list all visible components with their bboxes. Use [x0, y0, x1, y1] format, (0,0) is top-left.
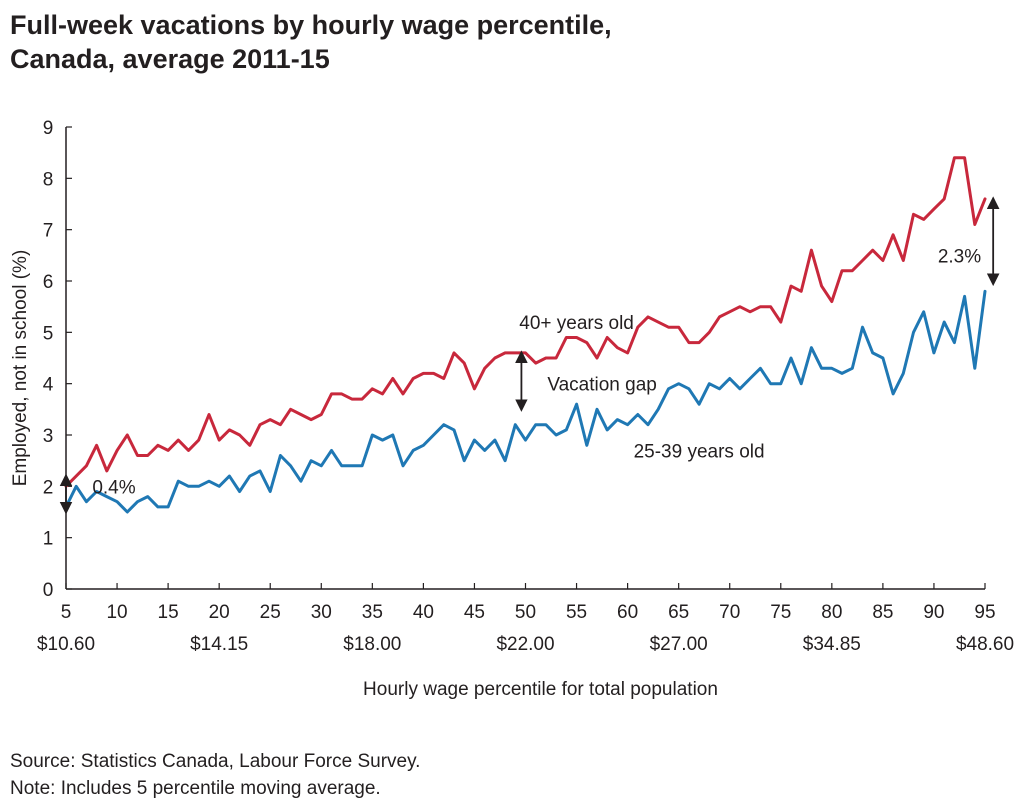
- x-axis-title: Hourly wage percentile for total populat…: [363, 679, 718, 700]
- y-tick-label-9: 9: [43, 118, 54, 139]
- footnote: Note: Includes 5 percentile moving avera…: [10, 778, 381, 799]
- x-tick-label-50: 50: [515, 602, 536, 623]
- wage-label-20: $14.15: [190, 634, 248, 655]
- chart-notes: Source: Statistics Canada, Labour Force …: [10, 748, 420, 802]
- series-line-1: [64, 289, 987, 514]
- x-tick-label-30: 30: [311, 602, 332, 623]
- wage-label-95: $48.60: [956, 634, 1014, 655]
- x-tick-label-80: 80: [821, 602, 842, 623]
- x-tick-label-15: 15: [158, 602, 179, 623]
- x-tick-label-70: 70: [719, 602, 740, 623]
- x-tick-label-85: 85: [872, 602, 893, 623]
- annotation-4: 2.3%: [938, 246, 981, 267]
- y-tick-label-3: 3: [43, 426, 54, 447]
- y-tick-label-2: 2: [43, 477, 54, 498]
- x-tick-label-10: 10: [106, 602, 127, 623]
- x-tick-label-45: 45: [464, 602, 485, 623]
- chart-title-line-1: Full-week vacations by hourly wage perce…: [10, 10, 612, 40]
- x-tick-label-40: 40: [413, 602, 434, 623]
- x-tick-label-25: 25: [260, 602, 281, 623]
- annotation-2: Vacation gap: [547, 375, 657, 396]
- x-tick-label-35: 35: [362, 602, 383, 623]
- chart-title: Full-week vacations by hourly wage perce…: [10, 8, 830, 76]
- x-tick-label-75: 75: [770, 602, 791, 623]
- x-tick-label-95: 95: [974, 602, 995, 623]
- y-tick-label-8: 8: [43, 169, 54, 190]
- wage-label-80: $34.85: [803, 634, 861, 655]
- x-tick-label-90: 90: [923, 602, 944, 623]
- y-tick-label-5: 5: [43, 323, 54, 344]
- y-tick-label-6: 6: [43, 272, 54, 293]
- y-tick-label-4: 4: [43, 375, 54, 396]
- y-tick-label-1: 1: [43, 529, 54, 550]
- source-note: Source: Statistics Canada, Labour Force …: [10, 751, 421, 772]
- x-tick-label-60: 60: [617, 602, 638, 623]
- annotation-1: 25-39 years old: [634, 441, 765, 462]
- x-tick-label-5: 5: [61, 602, 72, 623]
- wage-label-5: $10.60: [37, 634, 95, 655]
- wage-label-35: $18.00: [343, 634, 401, 655]
- y-tick-label-0: 0: [43, 580, 54, 601]
- y-tick-label-7: 7: [43, 221, 54, 242]
- x-tick-label-20: 20: [209, 602, 230, 623]
- y-axis-title: Employed, not in school (%): [10, 250, 31, 487]
- chart-title-line-2: Canada, average 2011-15: [10, 44, 330, 74]
- annotation-3: 0.4%: [92, 477, 135, 498]
- wage-label-65: $27.00: [650, 634, 708, 655]
- annotation-0: 40+ years old: [519, 313, 634, 334]
- x-tick-label-55: 55: [566, 602, 587, 623]
- wage-label-50: $22.00: [496, 634, 554, 655]
- x-tick-label-65: 65: [668, 602, 689, 623]
